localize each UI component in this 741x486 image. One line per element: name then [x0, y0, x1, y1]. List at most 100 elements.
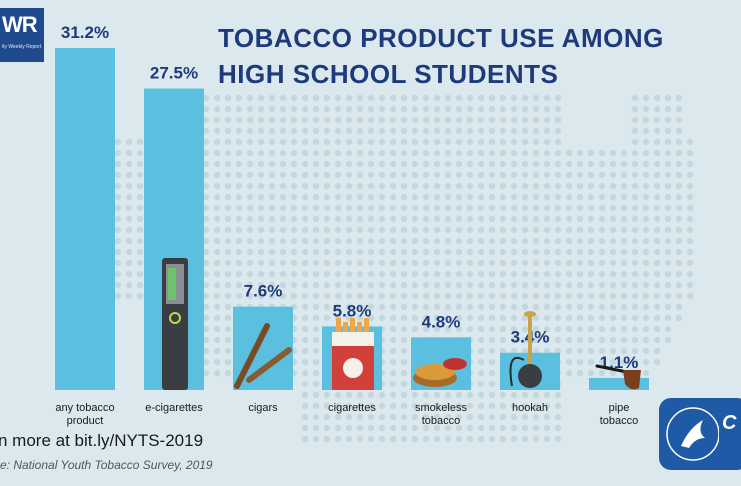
map-dot: [422, 435, 430, 443]
map-dot: [312, 237, 320, 245]
map-dot: [488, 204, 496, 212]
map-dot: [609, 259, 617, 267]
map-dot: [620, 303, 628, 311]
map-dot: [521, 127, 529, 135]
map-dot: [554, 160, 562, 168]
map-dot: [378, 116, 386, 124]
map-dot: [455, 435, 463, 443]
map-dot: [400, 281, 408, 289]
map-dot: [576, 248, 584, 256]
map-dot: [466, 215, 474, 223]
map-dot: [620, 270, 628, 278]
map-dot: [576, 281, 584, 289]
map-dot: [499, 127, 507, 135]
map-dot: [620, 248, 628, 256]
map-dot: [653, 314, 661, 322]
map-dot: [356, 424, 364, 432]
map-dot: [312, 292, 320, 300]
category-label: tobacco: [422, 415, 461, 427]
map-dot: [598, 237, 606, 245]
map-dot: [466, 226, 474, 234]
map-dot: [587, 292, 595, 300]
map-dot: [389, 292, 397, 300]
map-dot: [675, 182, 683, 190]
map-dot: [323, 237, 331, 245]
map-dot: [411, 204, 419, 212]
map-dot: [554, 127, 562, 135]
map-dot: [642, 193, 650, 201]
map-dot: [114, 281, 122, 289]
map-dot: [444, 270, 452, 278]
map-dot: [312, 160, 320, 168]
map-dot: [301, 193, 309, 201]
map-dot: [422, 116, 430, 124]
map-dot: [213, 270, 221, 278]
map-dot: [202, 182, 210, 190]
map-dot: [422, 193, 430, 201]
map-dot: [213, 127, 221, 135]
map-dot: [565, 336, 573, 344]
map-dot: [543, 127, 551, 135]
map-dot: [224, 259, 232, 267]
map-dot: [202, 215, 210, 223]
map-dot: [631, 160, 639, 168]
map-dot: [301, 171, 309, 179]
map-dot: [532, 259, 540, 267]
map-dot: [675, 138, 683, 146]
map-dot: [576, 303, 584, 311]
map-dot: [301, 237, 309, 245]
map-dot: [455, 391, 463, 399]
map-dot: [411, 105, 419, 113]
map-dot: [345, 237, 353, 245]
map-dot: [587, 347, 595, 355]
learn-more-link[interactable]: n more at bit.ly/NYTS-2019: [0, 431, 204, 450]
map-dot: [631, 116, 639, 124]
map-dot: [301, 391, 309, 399]
map-dot: [323, 259, 331, 267]
map-dot: [411, 325, 419, 333]
map-dot: [433, 435, 441, 443]
map-dot: [312, 138, 320, 146]
map-dot: [422, 292, 430, 300]
map-dot: [543, 94, 551, 102]
map-dot: [400, 369, 408, 377]
map-dot: [301, 358, 309, 366]
map-dot: [631, 215, 639, 223]
map-dot: [565, 215, 573, 223]
map-dot: [576, 369, 584, 377]
map-dot: [466, 204, 474, 212]
map-dot: [686, 160, 694, 168]
map-dot: [488, 358, 496, 366]
map-dot: [642, 105, 650, 113]
map-dot: [378, 171, 386, 179]
map-dot: [521, 413, 529, 421]
map-dot: [576, 325, 584, 333]
map-dot: [576, 204, 584, 212]
map-dot: [301, 204, 309, 212]
map-dot: [565, 193, 573, 201]
map-dot: [400, 105, 408, 113]
map-dot: [345, 160, 353, 168]
map-dot: [279, 259, 287, 267]
map-dot: [532, 215, 540, 223]
map-dot: [477, 259, 485, 267]
map-dot: [510, 116, 518, 124]
map-dot: [356, 435, 364, 443]
map-dot: [378, 314, 386, 322]
map-dot: [345, 204, 353, 212]
map-dot: [565, 149, 573, 157]
map-dot: [587, 259, 595, 267]
map-dot: [290, 138, 298, 146]
map-dot: [367, 402, 375, 410]
map-dot: [565, 303, 573, 311]
map-dot: [114, 160, 122, 168]
map-dot: [246, 270, 254, 278]
map-dot: [202, 303, 210, 311]
map-dot: [521, 325, 529, 333]
map-dot: [422, 402, 430, 410]
map-dot: [455, 138, 463, 146]
map-dot: [642, 226, 650, 234]
map-dot: [554, 413, 562, 421]
map-dot: [576, 358, 584, 366]
map-dot: [598, 204, 606, 212]
